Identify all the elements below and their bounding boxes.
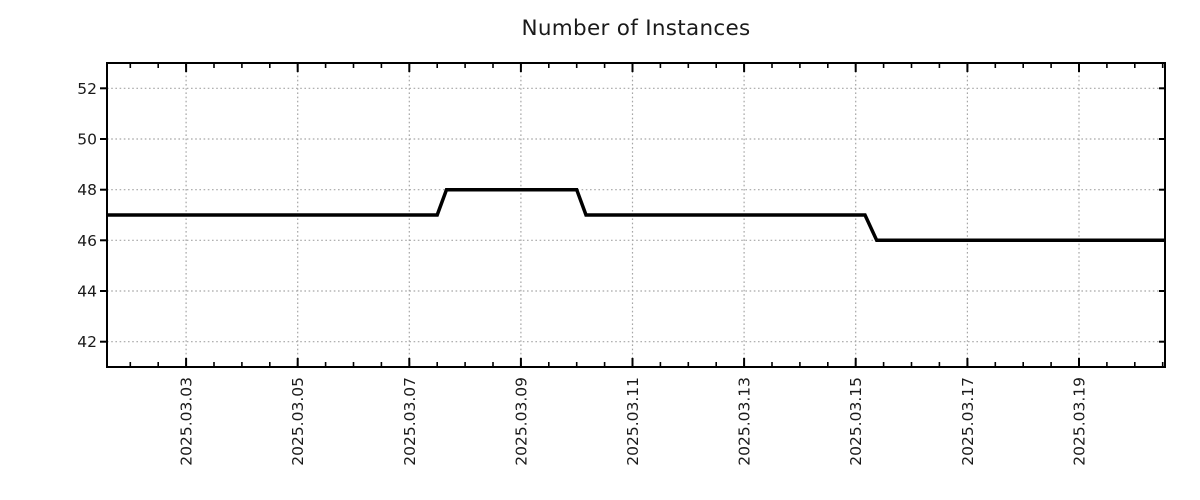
- x-tick-label: 2025.03.13: [736, 377, 754, 466]
- y-tick-label: 50: [77, 131, 97, 149]
- x-tick-label: 2025.03.17: [959, 377, 977, 466]
- y-tick-label: 46: [77, 232, 97, 250]
- x-tick-label: 2025.03.05: [289, 377, 307, 466]
- y-tick-label: 52: [77, 80, 97, 98]
- y-tick-label: 48: [77, 181, 97, 199]
- x-tick-label: 2025.03.19: [1071, 377, 1089, 466]
- series-line: [107, 187, 1165, 243]
- y-tick-label: 42: [77, 333, 97, 351]
- x-tick-label: 2025.03.11: [624, 377, 642, 466]
- x-tick-label: 2025.03.09: [512, 377, 530, 466]
- y-tick-label: 44: [77, 283, 97, 301]
- x-tick-label: 2025.03.15: [847, 377, 865, 466]
- x-tick-label: 2025.03.03: [178, 377, 196, 466]
- chart-title: Number of Instances: [521, 16, 751, 41]
- x-tick-label: 2025.03.07: [401, 377, 419, 466]
